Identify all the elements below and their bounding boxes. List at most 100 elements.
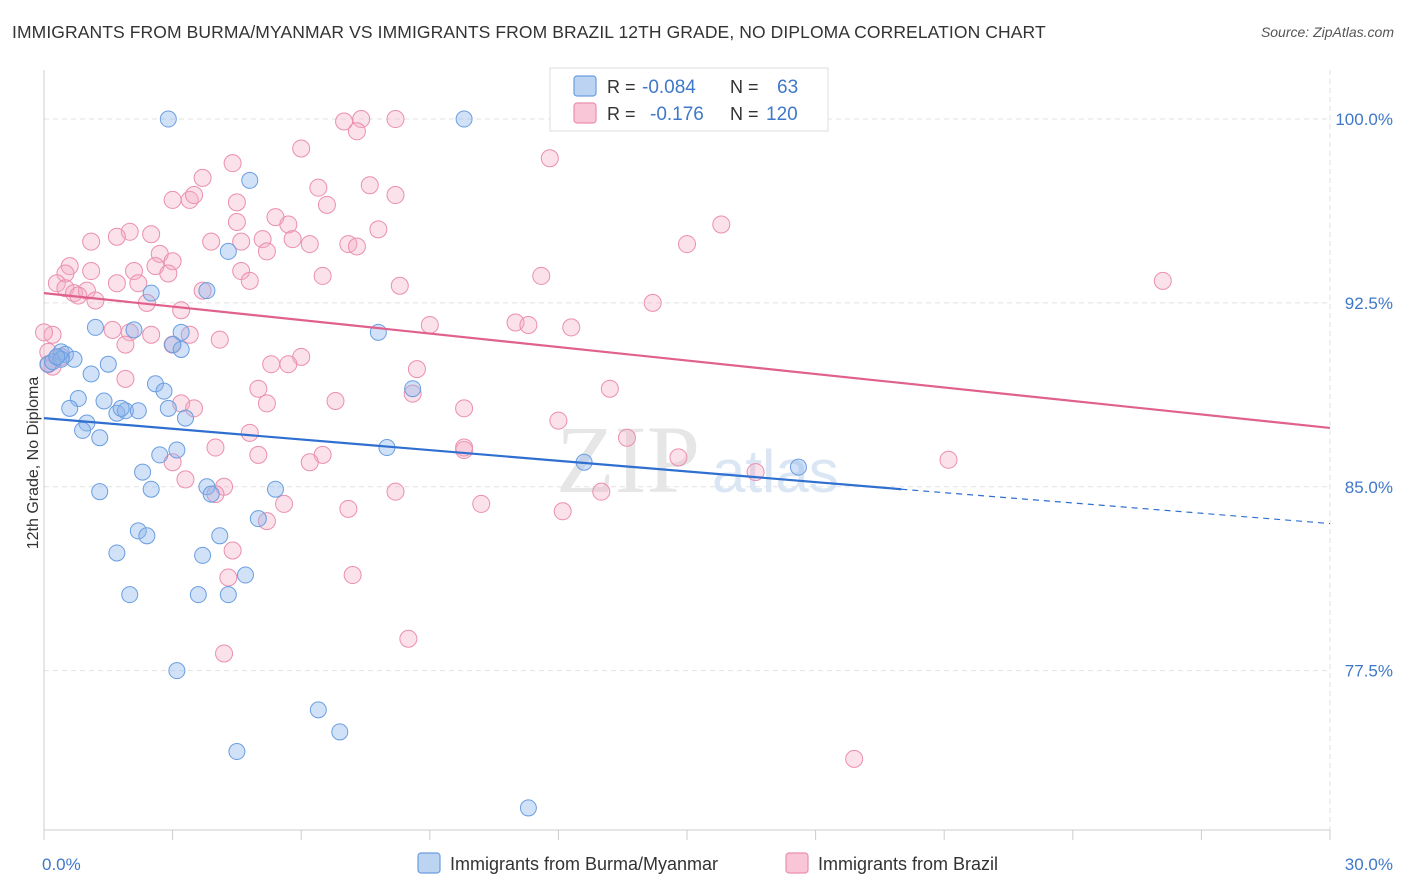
brazil-point-27 (232, 232, 251, 251)
burma-point-23 (159, 399, 177, 417)
brazil-point-81 (249, 379, 268, 398)
brazil-point-105 (386, 482, 405, 501)
brazil-trend-line (43, 292, 1331, 430)
brazil-point-29 (283, 230, 302, 249)
brazil-point-87 (185, 399, 204, 418)
burma-point-17 (69, 390, 87, 408)
brazil-point-49 (47, 274, 66, 293)
brazil-point-91 (617, 428, 636, 447)
brazil-point-68 (116, 335, 135, 354)
brazil-point-63 (103, 320, 122, 339)
burma-point-50 (168, 662, 186, 680)
brazil-point-12 (163, 190, 182, 209)
brazil-point-85 (257, 394, 276, 413)
brazil-point-4 (292, 139, 311, 158)
brazil-point-34 (257, 242, 276, 261)
legend-bottom-swatch-brazil (785, 852, 809, 874)
burma-point-62 (112, 399, 130, 417)
brazil-point-76 (262, 355, 281, 374)
legend-swatch-burma (573, 75, 597, 97)
brazil-point-90 (240, 423, 259, 442)
burma-point-44 (194, 546, 212, 564)
brazil-point-70 (420, 315, 439, 334)
y-tick-label-2: 92.5% (1345, 294, 1393, 313)
brazil-point-25 (82, 232, 101, 251)
burma-point-13 (142, 284, 160, 302)
burma-point-49 (219, 586, 237, 604)
x-tick-label-0: 0.0% (42, 855, 81, 874)
brazil-point-84 (326, 391, 345, 410)
legend-r-value-2: -0.176 (650, 104, 704, 125)
brazil-point-46 (107, 274, 126, 293)
legend-n-value-1: 63 (777, 77, 798, 98)
burma-point-12 (198, 282, 216, 300)
brazil-point-21 (712, 215, 731, 234)
watermark-atlas: atlas (712, 438, 839, 505)
legend-series: Immigrants from Burma/Myanmar Immigrants… (417, 852, 998, 874)
brazil-point-8 (193, 168, 212, 187)
brazil-point-77 (279, 355, 298, 374)
brazil-point-102 (176, 470, 195, 489)
burma-point-0 (159, 110, 177, 128)
brazil-point-106 (592, 482, 611, 501)
brazil-point-2 (386, 110, 405, 129)
legend-bottom-label-brazil: Immigrants from Brazil (818, 854, 998, 874)
brazil-point-54 (390, 276, 409, 295)
brazil-point-117 (845, 749, 864, 768)
burma-point-33 (134, 463, 152, 481)
y-tick-label-0: 77.5% (1345, 662, 1393, 681)
burma-point-19 (155, 382, 173, 400)
brazil-point-10 (360, 176, 379, 195)
brazil-point-83 (600, 379, 619, 398)
burma-point-54 (519, 799, 537, 817)
brazil-point-15 (227, 193, 246, 212)
burma-point-61 (48, 348, 66, 366)
brazil-point-7 (223, 154, 242, 173)
brazil-point-26 (202, 232, 221, 251)
brazil-point-6 (540, 149, 559, 168)
burma-trend-extension (901, 488, 1331, 525)
burma-point-9 (125, 321, 143, 339)
brazil-point-40 (82, 262, 101, 281)
burma-point-38 (202, 485, 220, 503)
brazil-point-20 (279, 215, 298, 234)
burma-point-60 (172, 340, 190, 358)
y-tick-label-1: 85.0% (1345, 478, 1393, 497)
brazil-point-30 (300, 235, 319, 254)
burma-point-47 (121, 586, 139, 604)
burma-trend-line (43, 417, 902, 491)
brazil-point-108 (472, 494, 491, 513)
burma-point-41 (138, 527, 156, 545)
burma-point-43 (108, 544, 126, 562)
burma-point-16 (146, 375, 164, 393)
burma-point-42 (211, 527, 229, 545)
legend-r-label-2: R = (607, 104, 636, 124)
legend-n-value-2: 120 (766, 104, 798, 125)
brazil-point-53 (193, 281, 212, 300)
y-tick-labels: 77.5% 85.0% 92.5% 100.0% (1335, 110, 1393, 681)
watermark: ZIP atlas (556, 406, 839, 513)
brazil-point-112 (223, 541, 242, 560)
burma-point-46 (236, 566, 254, 584)
burma-point-8 (86, 318, 104, 336)
brazil-point-116 (215, 644, 234, 663)
brazil-point-62 (562, 318, 581, 337)
brazil-point-99 (669, 448, 688, 467)
brazil-point-55 (1153, 271, 1172, 290)
brazil-point-57 (86, 291, 105, 310)
brazil-point-65 (142, 325, 161, 344)
y-tick-label-3: 100.0% (1335, 110, 1393, 129)
brazil-point-11 (386, 186, 405, 205)
burma-point-34 (142, 480, 160, 498)
brazil-point-59 (172, 301, 191, 320)
brazil-point-82 (403, 384, 422, 403)
brazil-point-109 (339, 499, 358, 518)
burma-point-15 (82, 365, 100, 383)
burma-point-39 (249, 510, 267, 528)
brazil-point-113 (219, 568, 238, 587)
burma-point-24 (176, 409, 194, 427)
brazil-point-104 (206, 485, 225, 504)
watermark-zip: ZIP (556, 406, 700, 513)
brazil-point-114 (343, 566, 362, 585)
